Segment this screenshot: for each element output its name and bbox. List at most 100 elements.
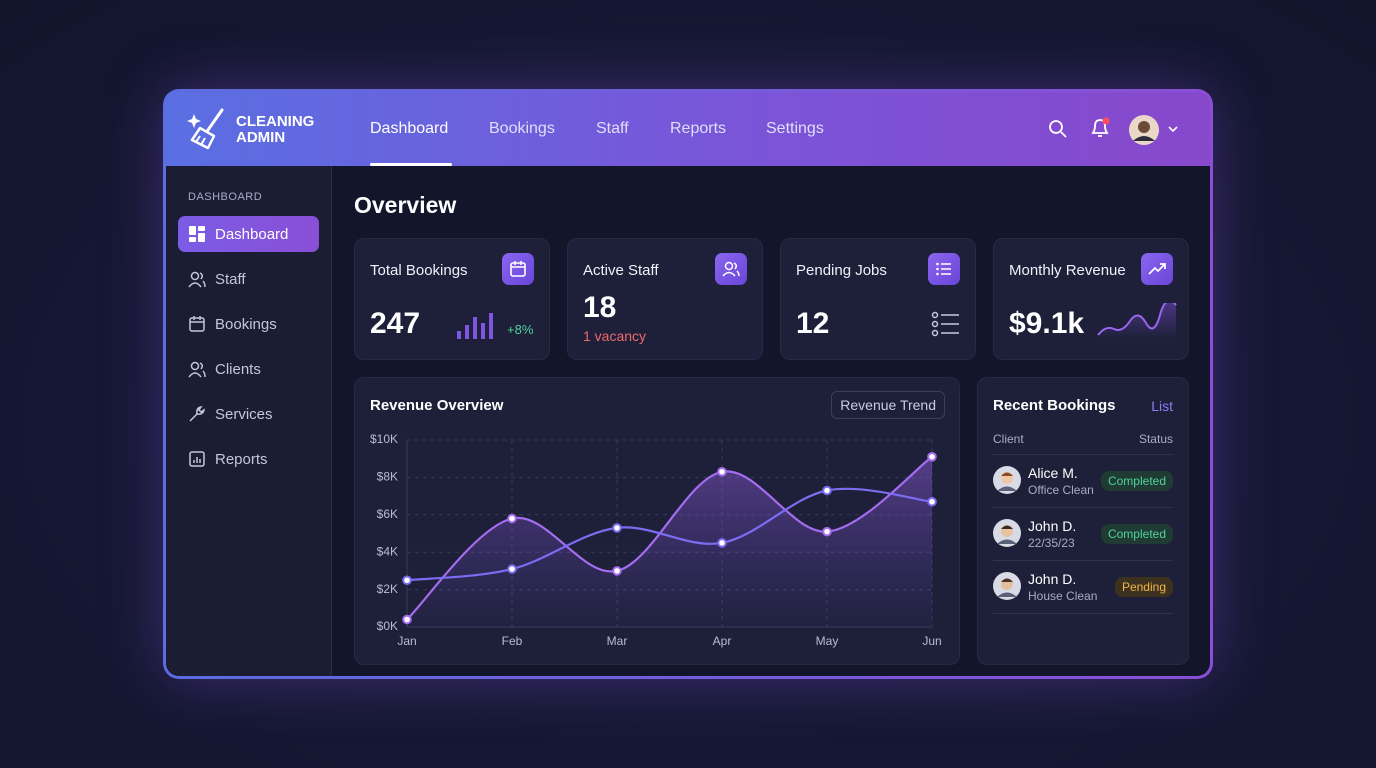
x-tick-label: May: [816, 634, 839, 648]
stat-card: Pending Jobs 12: [780, 238, 976, 360]
y-tick-label: $0K: [377, 619, 398, 633]
area: [407, 456, 932, 627]
stat-title: Monthly Revenue: [1009, 262, 1126, 279]
x-tick-label: Jan: [397, 634, 416, 648]
y-tick-label: $2K: [377, 582, 398, 596]
y-tick-label: $6K: [377, 507, 398, 521]
search-icon[interactable]: [1048, 119, 1068, 139]
nav-item[interactable]: Dashboard: [370, 120, 449, 137]
y-tick-label: $8K: [377, 470, 398, 484]
sidebar-icon: [189, 405, 206, 422]
stat-change: +8%: [507, 322, 534, 337]
body: DASHBOARD Dashboard Staff Bookings Clients S…: [166, 166, 1210, 676]
x-tick-label: Jun: [922, 634, 941, 648]
x-tick-label: Mar: [607, 634, 628, 648]
point: [612, 523, 622, 533]
sidebar-label: Reports: [215, 450, 268, 468]
sidebar: DASHBOARD Dashboard Staff Bookings Clients S…: [166, 166, 332, 676]
client-name: John D.: [1028, 571, 1077, 587]
point: [927, 496, 937, 507]
sidebar-item[interactable]: Dashboard: [178, 216, 319, 252]
stat-card: Monthly Revenue $9.1k: [993, 238, 1189, 360]
nav-item[interactable]: Settings: [766, 120, 824, 137]
list-icon: [931, 311, 959, 337]
column-header: Client: [993, 432, 1024, 446]
stat-title: Pending Jobs: [796, 262, 887, 279]
chart-button[interactable]: Revenue Trend: [831, 391, 945, 419]
sidebar-item[interactable]: Clients: [178, 351, 319, 387]
chart-card: Revenue Overview Revenue Trend $0K $2K $4K…: [354, 377, 960, 665]
stat-icon: [502, 253, 534, 285]
point: [717, 538, 727, 548]
logo-icon: [187, 108, 224, 150]
point: [402, 575, 412, 586]
sidebar-icon: [189, 316, 205, 332]
sidebar-icon: [188, 271, 206, 288]
sidebar-label: Dashboard: [215, 225, 289, 243]
sidebar-label: Services: [215, 405, 273, 423]
status-pill: Completed: [1100, 471, 1173, 491]
recent-title: Recent Bookings: [993, 397, 1116, 414]
sidebar-label: Bookings: [215, 315, 277, 333]
stat-card: Active Staff 18 1 vacancy: [567, 238, 763, 360]
nav-underline: [370, 163, 452, 166]
stat-title: Total Bookings: [370, 262, 468, 279]
point: [507, 513, 517, 524]
sidebar-item[interactable]: Services: [178, 396, 319, 432]
stat-value: 18: [583, 291, 617, 324]
client-detail: House Clean: [1028, 589, 1098, 603]
client-avatar: [993, 519, 1021, 552]
status-pill: Pending: [1114, 577, 1173, 597]
line: [406, 487, 933, 582]
line: [406, 455, 933, 621]
nav-item[interactable]: Staff: [596, 120, 629, 137]
point: [822, 526, 832, 537]
status-pill: Completed: [1100, 524, 1173, 544]
stat-icon: [715, 253, 747, 285]
stat-title: Active Staff: [583, 262, 659, 279]
sparkline: [1097, 303, 1177, 339]
stat-card: Total Bookings 247 +8%: [354, 238, 550, 360]
client-name: John D.: [1028, 518, 1077, 534]
brand-line: ADMIN: [236, 129, 286, 146]
row-separator: [993, 560, 1173, 561]
stat-value: $9.1k: [1009, 307, 1085, 340]
client-avatar: [993, 572, 1021, 605]
page-title: Overview: [354, 192, 457, 218]
point: [612, 566, 622, 576]
x-tick-label: Feb: [502, 634, 523, 648]
nav-item[interactable]: Reports: [670, 120, 727, 137]
brand-line: CLEANING: [236, 113, 315, 130]
column-header: Status: [1138, 432, 1173, 446]
client-detail: 22/35/23: [1028, 536, 1075, 550]
client-detail: Office Clean: [1028, 483, 1094, 497]
client-avatar: [993, 466, 1021, 499]
sidebar-item[interactable]: Staff: [178, 261, 319, 297]
sidebar-icon: [188, 361, 206, 378]
x-tick-label: Apr: [713, 634, 732, 648]
recent-card: Recent Bookings List Client Status Alice…: [977, 377, 1189, 665]
notification-icon[interactable]: [1089, 116, 1111, 140]
sidebar-item[interactable]: Reports: [178, 441, 319, 477]
chart-title: Revenue Overview: [370, 397, 504, 414]
stat-value: 247: [370, 307, 421, 340]
point: [402, 614, 412, 625]
user-avatar[interactable]: [1128, 114, 1178, 146]
row-separator: [993, 613, 1173, 614]
recent-link[interactable]: List: [1151, 398, 1173, 414]
stat-note: 1 vacancy: [583, 328, 647, 344]
nav-item[interactable]: Bookings: [489, 120, 555, 137]
sparkbars: [457, 313, 493, 339]
row-separator: [993, 454, 1173, 455]
stat-icon: [928, 253, 960, 285]
sidebar-label: Clients: [215, 360, 261, 378]
sidebar-item[interactable]: Bookings: [178, 306, 319, 342]
row-separator: [993, 507, 1173, 508]
sidebar-icon: [189, 451, 205, 467]
stat-icon: [1141, 253, 1173, 285]
point: [927, 452, 937, 462]
y-tick-label: $10K: [370, 432, 398, 446]
point: [822, 485, 832, 496]
y-tick-label: $4K: [377, 544, 398, 558]
